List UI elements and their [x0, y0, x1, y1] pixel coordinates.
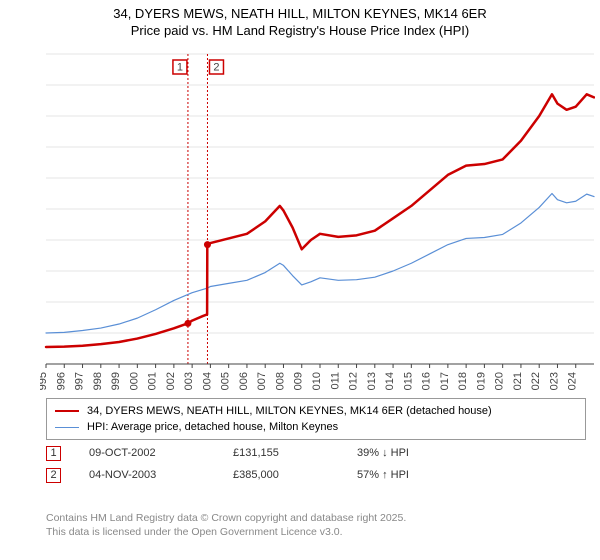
- svg-text:2010: 2010: [311, 372, 323, 390]
- svg-text:2016: 2016: [421, 372, 433, 390]
- copyright: Contains HM Land Registry data © Crown c…: [46, 512, 406, 539]
- legend-swatch: [55, 410, 79, 412]
- legend: 34, DYERS MEWS, NEATH HILL, MILTON KEYNE…: [46, 398, 586, 440]
- legend-swatch: [55, 427, 79, 428]
- svg-text:£800K: £800K: [40, 111, 41, 123]
- transaction-date: 04-NOV-2003: [89, 469, 209, 481]
- transaction-marker: 2: [46, 468, 61, 483]
- svg-text:£700K: £700K: [40, 142, 41, 154]
- svg-text:2009: 2009: [293, 372, 305, 390]
- svg-text:2013: 2013: [366, 372, 378, 390]
- svg-text:2: 2: [213, 61, 219, 73]
- svg-text:2012: 2012: [348, 372, 360, 390]
- svg-text:2008: 2008: [274, 372, 286, 390]
- legend-box: 34, DYERS MEWS, NEATH HILL, MILTON KEYNE…: [46, 398, 586, 440]
- svg-text:1999: 1999: [110, 372, 122, 390]
- transaction-hpi: 39% ↓ HPI: [357, 447, 477, 459]
- svg-text:2023: 2023: [548, 372, 560, 390]
- svg-text:2006: 2006: [238, 372, 250, 390]
- svg-text:2017: 2017: [439, 372, 451, 390]
- svg-text:2018: 2018: [457, 372, 469, 390]
- chart-svg: £0£100K£200K£300K£400K£500K£600K£700K£80…: [40, 50, 595, 390]
- transactions-footer: 1 09-OCT-2002 £131,155 39% ↓ HPI 2 04-NOV-200…: [46, 442, 586, 486]
- svg-text:2002: 2002: [165, 372, 177, 390]
- copyright-line1: Contains HM Land Registry data © Crown c…: [46, 512, 406, 526]
- svg-text:2019: 2019: [475, 372, 487, 390]
- transaction-row: 1 09-OCT-2002 £131,155 39% ↓ HPI: [46, 442, 586, 464]
- svg-text:1995: 1995: [40, 372, 49, 390]
- svg-text:1996: 1996: [55, 372, 67, 390]
- transaction-price: £385,000: [233, 469, 333, 481]
- svg-text:£400K: £400K: [40, 235, 41, 247]
- svg-text:2000: 2000: [128, 372, 140, 390]
- svg-text:£200K: £200K: [40, 297, 41, 309]
- svg-text:2004: 2004: [201, 372, 213, 390]
- svg-text:2003: 2003: [183, 372, 195, 390]
- svg-text:2007: 2007: [256, 372, 268, 390]
- svg-text:2011: 2011: [329, 372, 341, 390]
- transaction-hpi: 57% ↑ HPI: [357, 469, 477, 481]
- svg-text:2015: 2015: [402, 372, 414, 390]
- svg-text:2001: 2001: [147, 372, 159, 390]
- svg-text:2020: 2020: [494, 372, 506, 390]
- svg-text:£100K: £100K: [40, 328, 41, 340]
- transaction-date: 09-OCT-2002: [89, 447, 209, 459]
- svg-text:1: 1: [177, 61, 183, 73]
- svg-text:1998: 1998: [92, 372, 104, 390]
- svg-text:2024: 2024: [567, 372, 579, 390]
- legend-label: HPI: Average price, detached house, Milt…: [87, 421, 338, 433]
- chart-area: £0£100K£200K£300K£400K£500K£600K£700K£80…: [40, 50, 595, 390]
- transaction-price: £131,155: [233, 447, 333, 459]
- transaction-marker: 1: [46, 446, 61, 461]
- title-line2: Price paid vs. HM Land Registry's House …: [0, 23, 600, 40]
- transaction-row: 2 04-NOV-2003 £385,000 57% ↑ HPI: [46, 464, 586, 486]
- svg-text:2022: 2022: [530, 372, 542, 390]
- svg-text:£300K: £300K: [40, 266, 41, 278]
- svg-text:1997: 1997: [74, 372, 86, 390]
- legend-row: HPI: Average price, detached house, Milt…: [55, 419, 577, 435]
- svg-text:2021: 2021: [512, 372, 524, 390]
- svg-text:£600K: £600K: [40, 173, 41, 185]
- svg-text:2014: 2014: [384, 372, 396, 390]
- svg-text:£900K: £900K: [40, 80, 41, 92]
- title-line1: 34, DYERS MEWS, NEATH HILL, MILTON KEYNE…: [0, 6, 600, 23]
- svg-text:2005: 2005: [220, 372, 232, 390]
- chart-title: 34, DYERS MEWS, NEATH HILL, MILTON KEYNE…: [0, 0, 600, 40]
- copyright-line2: This data is licensed under the Open Gov…: [46, 526, 406, 540]
- svg-text:£500K: £500K: [40, 204, 41, 216]
- legend-label: 34, DYERS MEWS, NEATH HILL, MILTON KEYNE…: [87, 405, 492, 417]
- legend-row: 34, DYERS MEWS, NEATH HILL, MILTON KEYNE…: [55, 403, 577, 419]
